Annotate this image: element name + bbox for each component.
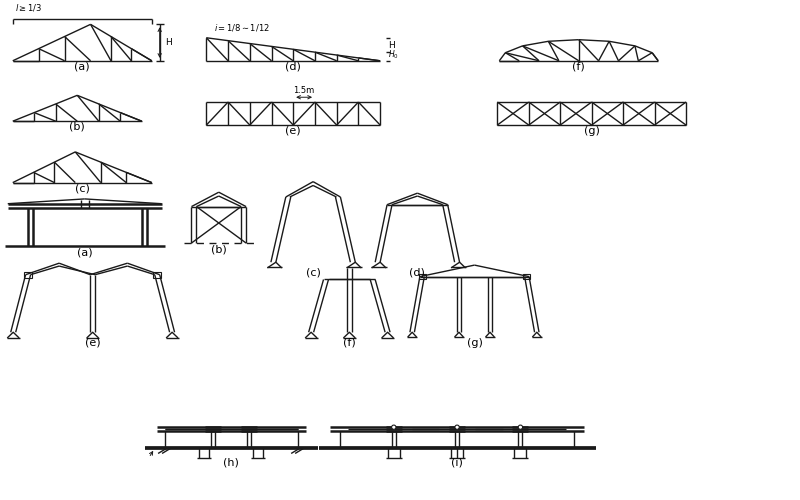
Bar: [154, 272, 161, 278]
Text: (d): (d): [286, 62, 301, 72]
Text: (c): (c): [306, 268, 321, 278]
Text: (a): (a): [77, 248, 93, 258]
Circle shape: [518, 425, 522, 430]
Circle shape: [455, 425, 459, 430]
Text: H: H: [388, 42, 395, 50]
Text: (b): (b): [211, 244, 226, 254]
Text: (h): (h): [223, 458, 239, 468]
Text: $l\geq 1/3$: $l\geq 1/3$: [14, 2, 42, 13]
Text: H: H: [165, 38, 171, 47]
Text: (g): (g): [584, 126, 599, 136]
Text: $i=1/8\sim 1/12$: $i=1/8\sim 1/12$: [214, 22, 270, 32]
Text: (c): (c): [74, 183, 90, 193]
Text: (f): (f): [572, 62, 585, 72]
Bar: [418, 274, 426, 279]
Text: (g): (g): [466, 338, 482, 347]
Text: $H_0$: $H_0$: [388, 49, 399, 62]
Text: (i): (i): [451, 458, 463, 468]
Text: (e): (e): [85, 338, 101, 347]
Text: (f): (f): [343, 338, 356, 347]
Text: (e): (e): [286, 126, 301, 136]
Text: (d): (d): [410, 268, 426, 278]
Text: (a): (a): [74, 62, 90, 72]
Circle shape: [392, 425, 396, 430]
Text: 1.5m: 1.5m: [294, 86, 314, 96]
Bar: [24, 272, 32, 278]
Text: (b): (b): [70, 122, 85, 132]
Bar: [523, 274, 530, 279]
